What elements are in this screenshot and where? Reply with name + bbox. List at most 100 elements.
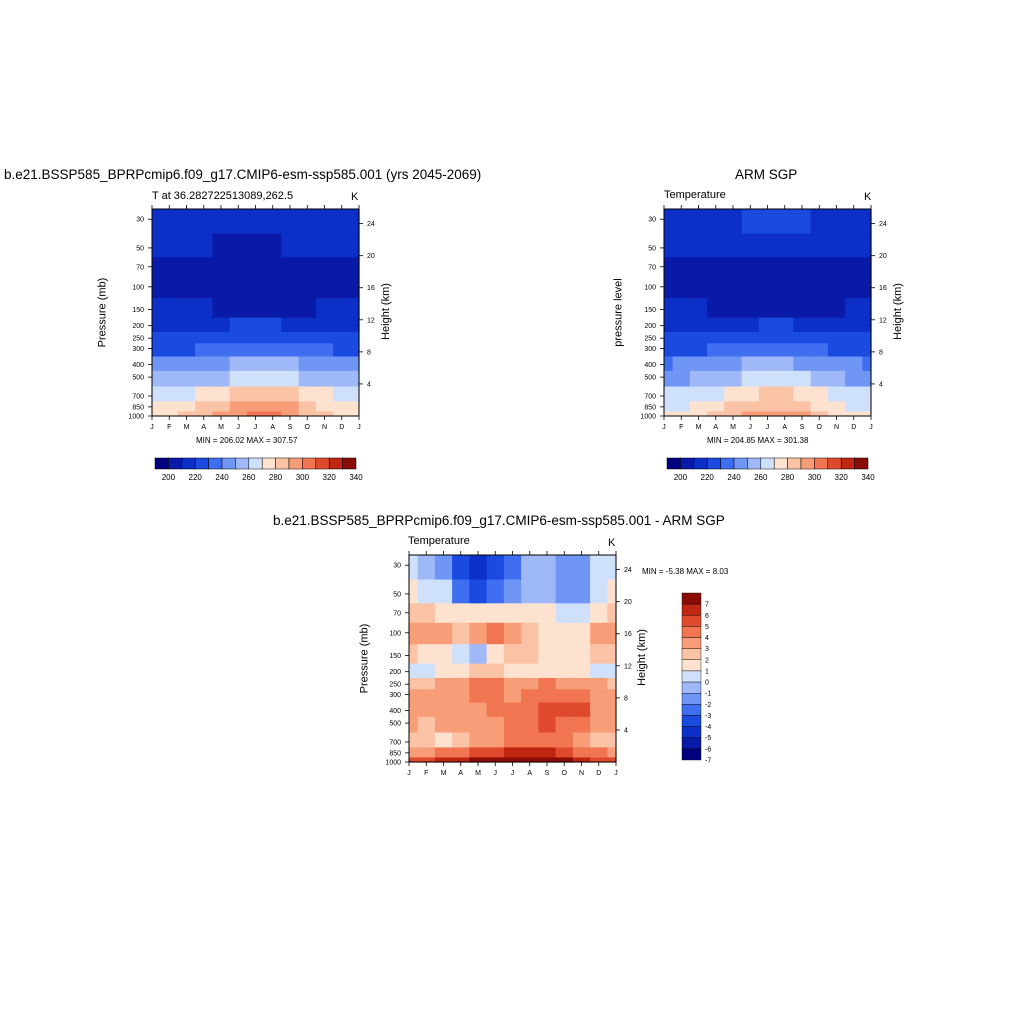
heatmap-cell [555,689,574,704]
heatmap-cell [555,757,574,763]
heatmap-cell [469,689,488,704]
heatmap-cell [298,386,317,403]
heatmap-cell [607,579,617,604]
y-right-tick-label: 12 [367,317,375,324]
heatmap-cell [452,579,470,604]
heatmap-cell [672,276,691,299]
heatmap-cell [758,386,777,403]
y-tick-label: 100 [644,284,656,291]
y-tick-label: 500 [644,375,656,382]
y-tick-label: 1000 [640,414,656,421]
heatmap-cell [469,663,488,679]
panel3-title: b.e21.BSSP585_BPRPcmip6.f09_g17.CMIP6-es… [273,513,725,528]
heatmap-cell [521,644,539,665]
heatmap-cell [503,757,522,763]
heatmap-cell [810,298,829,319]
heatmap-cell [264,209,282,235]
heatmap-cell [810,317,829,333]
heatmap-cell [555,644,574,665]
heatmap-cell [212,233,231,258]
heatmap-cell [758,209,777,235]
heatmap-cell [664,276,674,299]
heatmap-cell [741,370,760,388]
heatmap-cell [152,331,162,344]
colorbar-label: 4 [705,635,709,642]
heatmap-cell [521,747,539,759]
heatmap-cell [845,298,863,319]
colorbar-label: 1 [705,668,709,675]
heatmap-cell [212,411,231,417]
heatmap-cell [862,257,872,278]
panel2-ylabel-left: pressure level [612,278,625,347]
heatmap-cell [572,663,591,679]
heatmap-cell [707,411,725,417]
heatmap-cell [434,677,453,690]
heatmap-cell [409,757,419,763]
heatmap-cell [212,298,231,319]
heatmap-cell [486,677,505,690]
colorbar-swatch [666,457,681,470]
heatmap-cell [664,343,674,358]
heatmap-cell [469,622,488,645]
heatmap-cell [862,411,872,417]
heatmap-cell [521,716,539,734]
y-tick-label: 30 [393,563,401,570]
heatmap-cell [538,677,557,690]
colorbar-swatch [680,457,695,470]
heatmap-cell [160,343,179,358]
heatmap-cell [177,298,196,319]
y-tick-label: 400 [389,708,401,715]
heatmap-cell [689,276,708,299]
colorbar-label: 220 [701,473,715,482]
heatmap-cell [152,386,162,403]
heatmap-cell [350,257,360,278]
heatmap-cell [741,331,760,344]
heatmap-cell [246,343,265,358]
heatmap-cell [264,317,282,333]
heatmap-cell [177,370,196,388]
heatmap-cell [315,298,334,319]
y-tick-label: 850 [389,750,401,757]
colorbar-swatch [261,457,276,470]
heatmap-cell [152,298,162,319]
heatmap-cell [486,644,505,665]
heatmap-cell [452,555,470,581]
heatmap-cell [793,356,812,372]
heatmap-cell [486,716,505,734]
colorbar-swatch [168,457,183,470]
heatmap-cell [246,386,265,403]
heatmap-cell [417,716,436,734]
heatmap-cell [264,386,282,403]
colorbar-swatch [681,693,702,705]
heatmap-cell [486,663,505,679]
heatmap-cell [707,233,725,258]
heatmap-cell [776,298,794,319]
heatmap-cell [707,298,725,319]
heatmap-cell [664,298,674,319]
colorbar-label: -2 [705,702,711,709]
heatmap-cell [793,386,812,403]
heatmap-cell [845,370,863,388]
heatmap-cell [333,401,351,413]
heatmap-cell [229,298,248,319]
heatmap-cell [590,757,608,763]
heatmap-cell [229,356,248,372]
heatmap-cell [810,401,829,413]
heatmap-cell [862,370,872,388]
heatmap-cell [177,386,196,403]
colorbar-label: -6 [705,746,711,753]
heatmap-cell [741,386,760,403]
colorbar-swatch [814,457,829,470]
heatmap-cell [486,555,505,581]
y-right-tick-label: 20 [624,599,632,606]
colorbar-label: 240 [727,473,741,482]
heatmap-cell [521,757,539,763]
x-tick-label: M [218,424,224,431]
heatmap-cell [434,579,453,604]
colorbar-label: 280 [781,473,795,482]
heatmap-cell [417,579,436,604]
heatmap-cell [469,555,488,581]
heatmap-cell [758,298,777,319]
heatmap-cell [707,370,725,388]
heatmap-cell [177,276,196,299]
